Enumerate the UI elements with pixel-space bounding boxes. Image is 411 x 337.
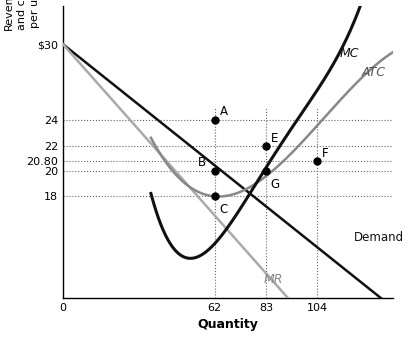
Text: E: E bbox=[271, 132, 278, 145]
Text: Demand: Demand bbox=[354, 231, 404, 244]
Text: ATC: ATC bbox=[361, 66, 385, 79]
Text: C: C bbox=[219, 203, 228, 216]
X-axis label: Quantity: Quantity bbox=[198, 318, 259, 332]
Text: F: F bbox=[322, 147, 329, 160]
Text: B: B bbox=[197, 156, 206, 169]
Y-axis label: Revenue
and cost
per unit: Revenue and cost per unit bbox=[3, 0, 40, 30]
Text: MC: MC bbox=[339, 47, 359, 60]
Text: MR: MR bbox=[263, 273, 283, 286]
Text: G: G bbox=[271, 178, 280, 191]
Text: A: A bbox=[219, 105, 227, 118]
